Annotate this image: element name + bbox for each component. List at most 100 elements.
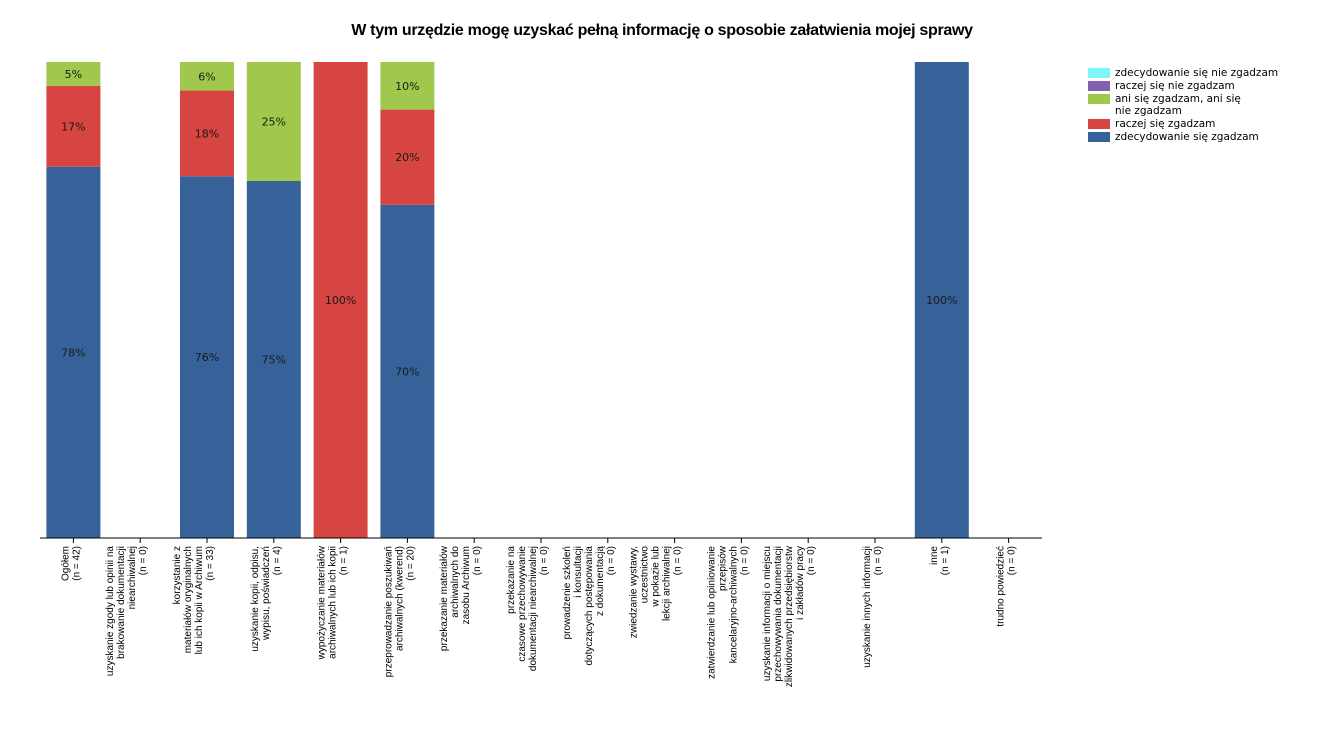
- bar-segment: [180, 176, 234, 539]
- legend-swatch: [1088, 119, 1110, 129]
- bar-data-label: 78%: [61, 346, 85, 359]
- legend-swatch: [1088, 68, 1110, 78]
- x-axis-tick-label: przekazanie na czasowe przechowywanie doku…: [506, 546, 550, 672]
- x-axis-tick-label-line: (n = 0): [472, 546, 483, 575]
- x-axis-tick-label: trudno powiedzieć (n = 0): [996, 546, 1018, 627]
- x-axis-tick-label: uzyskanie zgody lub opinii na brakowanie …: [105, 546, 149, 677]
- x-axis-tick-label: zwiedzanie wystawy, uczestnictwo w pokazie…: [629, 546, 684, 639]
- x-axis-tick-label: prowadzenie szkoleń i konsultacji dotycząc…: [562, 546, 617, 666]
- x-axis-tick-label-line: dokumentacji niearchiwalnej: [528, 546, 539, 671]
- x-axis-tick-label-line: (n = 0): [539, 546, 550, 575]
- x-axis-tick-label-line: czasowe przechowywanie: [517, 546, 528, 662]
- chart-title: W tym urzędzie mogę uzyskać pełną inform…: [351, 22, 973, 39]
- legend-item: zdecydowanie się nie zgadzam: [1088, 67, 1295, 79]
- x-axis-tick-label: Ogółem (n = 42): [60, 546, 82, 581]
- x-axis-tick-label: przekazanie materiałów archiwalnych do zas…: [439, 545, 483, 651]
- x-axis-tick-label-line: inne: [929, 546, 940, 565]
- x-axis-tick-label-line: (n = 0): [1007, 546, 1018, 575]
- legend-swatch: [1088, 81, 1110, 91]
- x-axis-tick-label-line: archiwalnych do: [450, 546, 461, 618]
- bar-segment: [180, 62, 234, 91]
- x-axis-tick-label-line: wypisu, poświadczeń: [261, 546, 272, 641]
- bar-segment: [313, 62, 368, 538]
- x-axis-tick-label-line: Ogółem: [60, 546, 71, 581]
- legend-label: ani się zgadzam, ani się nie zgadzam: [1115, 93, 1241, 117]
- legend-item: ani się zgadzam, ani się nie zgadzam: [1088, 93, 1295, 117]
- x-axis-tick-label: korzystanie z materiałów oryginalnych lub …: [172, 546, 216, 654]
- x-axis-tick-label-line: prowadzenie szkoleń: [562, 546, 573, 639]
- x-axis-tick-label-line: korzystanie z: [172, 546, 183, 604]
- x-axis-tick-label: uzyskanie kopii, odpisu, wypisu, poświadc…: [250, 546, 283, 652]
- bar-data-label: 18%: [195, 127, 219, 140]
- x-axis-tick-label-line: materiałów oryginalnych: [183, 546, 194, 653]
- bar-data-label: 25%: [262, 116, 286, 129]
- x-axis-tick-label-line: uzyskanie zgody lub opinii na: [105, 546, 116, 677]
- x-axis-tick-label-line: przechowywania dokumentacji: [773, 546, 784, 682]
- x-axis-tick-label-line: (n = 0): [606, 546, 617, 575]
- x-axis-tick-label-line: brakowanie dokumentacji: [116, 546, 127, 659]
- bar-segment: [46, 166, 101, 538]
- x-axis-tick-label-line: uczestnictwo: [640, 546, 651, 604]
- legend-swatch: [1088, 94, 1110, 104]
- x-axis-tick-label-line: (n = 1): [339, 546, 350, 575]
- x-axis-tick-label-line: dotyczących postępowania: [584, 546, 595, 666]
- x-axis-tick-label: inne (n = 1): [929, 546, 951, 576]
- x-axis-tick-label-line: przeprowadzanie poszukiwań: [383, 546, 394, 677]
- x-axis-tick-label-line: archiwalnych (kwerend): [394, 546, 405, 651]
- bar-data-label: 76%: [195, 351, 219, 364]
- bar-data-label: 6%: [198, 70, 215, 83]
- x-axis-tick-label-line: (n = 0): [806, 546, 817, 575]
- bar-labels-group: 78% 17% 5% 76% 18% 6% 75% 25% 100% 70% 20% 10% 100%: [61, 68, 957, 378]
- x-axis-tick-label-line: zasobu Archiwum: [461, 546, 472, 624]
- bar-segment: [914, 62, 969, 538]
- x-axis-tick-label-line: (n = 0): [673, 546, 684, 575]
- legend: zdecydowanie się nie zgadzam raczej się n…: [1088, 67, 1295, 144]
- x-axis-tick-label-line: lekcji archiwalnej: [662, 546, 673, 621]
- x-axis-ticks: [72, 538, 1010, 543]
- x-axis-tick-labels: Ogółem (n = 42) uzyskanie zgody lub opinii…: [60, 545, 1017, 687]
- bar-data-label: 100%: [926, 294, 957, 307]
- bar-data-label: 70%: [395, 365, 419, 378]
- legend-label: zdecydowanie się zgadzam: [1115, 131, 1259, 143]
- x-axis-tick-label-line: z dokumentacją: [595, 546, 606, 616]
- x-axis-tick-label: uzyskanie informacji o miejscu przechowyw…: [762, 545, 817, 687]
- x-axis-tick-label-line: (n = 33): [205, 546, 216, 581]
- x-axis-tick-label-line: kancelaryjno-archiwalnych: [728, 546, 739, 663]
- x-axis-tick-label: uzyskanie innych informacji (n = 0): [862, 546, 884, 668]
- bars-group: [46, 62, 969, 539]
- x-axis-tick-label-line: lub ich kopii w Archiwum: [194, 546, 205, 654]
- bar-segment: [380, 62, 435, 110]
- x-axis-tick-label-line: uzyskanie innych informacji: [862, 546, 873, 668]
- x-axis-tick-label-line: przepisów: [717, 545, 728, 591]
- x-axis-tick-label-line: wypożyczanie materiałów: [317, 545, 328, 660]
- legend-label: zdecydowanie się nie zgadzam: [1115, 67, 1279, 79]
- bar-segment: [180, 90, 234, 177]
- x-axis-tick-label: zatwierdzanie lub opiniowanie przepisów ka…: [706, 545, 750, 679]
- bar-data-label: 75%: [262, 354, 286, 367]
- x-axis-tick-label-line: i zakładów pracy: [795, 546, 806, 620]
- bar-segment: [246, 62, 301, 181]
- legend-label: raczej się nie zgadzam: [1115, 80, 1235, 92]
- x-axis-tick-label-line: archiwalnych lub ich kopii: [328, 546, 339, 659]
- x-axis-tick-label-line: uzyskanie informacji o miejscu: [762, 546, 773, 681]
- bar-data-label: 100%: [325, 294, 356, 307]
- x-axis-tick-label-line: przekazanie na: [506, 546, 517, 614]
- bar-data-label: 20%: [395, 151, 419, 164]
- legend-item: raczej się nie zgadzam: [1088, 80, 1295, 92]
- x-axis-tick-label-line: i konsultacji: [573, 546, 584, 598]
- x-axis-tick-label-line: trudno powiedzieć: [996, 546, 1007, 627]
- bar-data-label: 5%: [65, 68, 82, 81]
- bar-segment: [380, 204, 435, 539]
- bar-segment: [46, 62, 101, 86]
- legend-item: raczej się zgadzam: [1088, 118, 1295, 130]
- x-axis-tick-label-line: niearchiwalnej: [127, 546, 138, 609]
- x-axis-tick-label-line: (n = 0): [739, 546, 750, 575]
- legend-item: zdecydowanie się zgadzam: [1088, 131, 1295, 143]
- legend-label: raczej się zgadzam: [1115, 118, 1216, 130]
- bar-segment: [380, 109, 435, 205]
- x-axis-tick-label-line: (n = 0): [873, 546, 884, 575]
- bar-segment: [46, 85, 101, 167]
- x-axis-tick-label: przeprowadzanie poszukiwań archiwalnych (…: [383, 546, 416, 677]
- x-axis-tick-label-line: przekazanie materiałów: [439, 545, 450, 651]
